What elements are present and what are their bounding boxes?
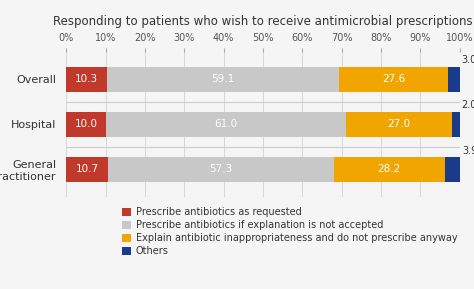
Bar	[66, 67, 107, 92]
Bar	[107, 67, 339, 92]
Bar	[334, 157, 445, 182]
Bar	[448, 67, 460, 92]
Text: 28.2: 28.2	[378, 164, 401, 175]
Text: 57.3: 57.3	[210, 164, 233, 175]
Bar	[346, 112, 452, 137]
Text: 27.0: 27.0	[387, 119, 410, 129]
Bar	[445, 157, 460, 182]
Bar	[339, 67, 448, 92]
Title: Responding to patients who wish to receive antimicrobial prescriptions: Responding to patients who wish to recei…	[53, 15, 473, 28]
Text: 10.3: 10.3	[75, 74, 98, 84]
Text: 10.7: 10.7	[76, 164, 99, 175]
Bar	[66, 112, 106, 137]
Bar	[452, 112, 460, 137]
Text: 10.0: 10.0	[74, 119, 98, 129]
Text: 3.0: 3.0	[462, 55, 474, 65]
Bar	[66, 157, 109, 182]
Text: 61.0: 61.0	[214, 119, 237, 129]
Text: 59.1: 59.1	[211, 74, 235, 84]
Bar	[109, 157, 334, 182]
Text: 3.9: 3.9	[462, 146, 474, 156]
Legend: Prescribe antibiotics as requested, Prescribe antibiotics if explanation is not : Prescribe antibiotics as requested, Pres…	[122, 207, 457, 256]
Bar	[106, 112, 346, 137]
Text: 2.0: 2.0	[462, 101, 474, 110]
Text: 27.6: 27.6	[382, 74, 405, 84]
